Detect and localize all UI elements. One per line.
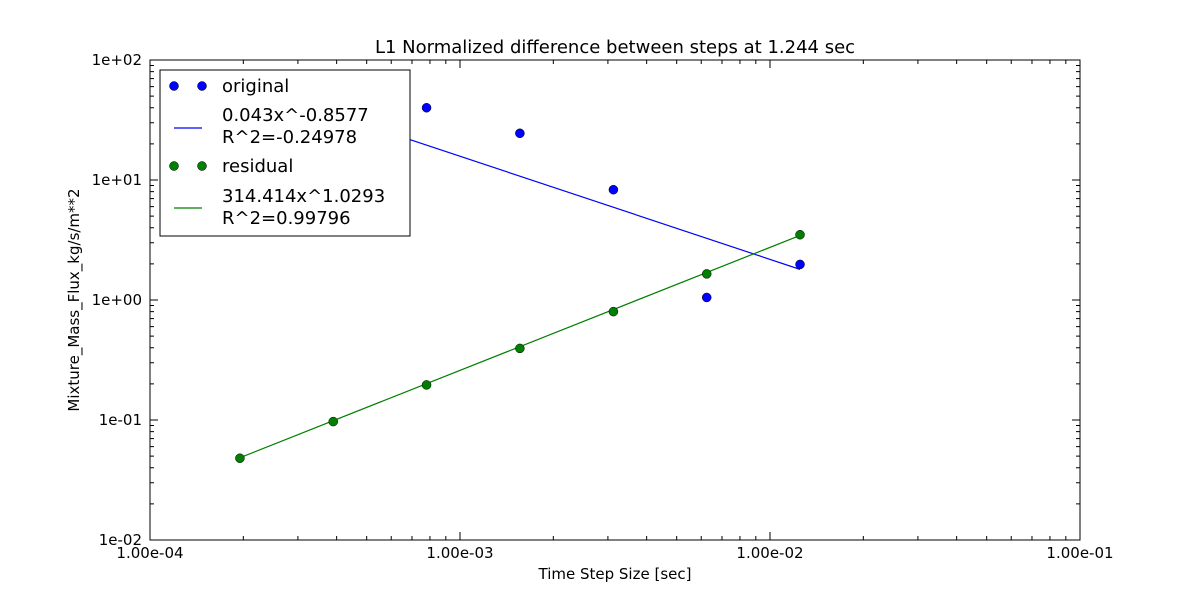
legend-residual-label: residual	[222, 156, 293, 177]
series-2-point	[701, 269, 712, 279]
series-0-point	[421, 103, 432, 113]
x-tick-label: 1.00e-01	[1046, 544, 1113, 562]
series-0-point	[515, 128, 525, 139]
y-axis-label: Mixture_Mass_Flux_kg/s/m**2	[65, 188, 84, 411]
legend: original 0.043x^-0.8577 R^2=-0.24978 res…	[159, 69, 411, 237]
x-tick-label: 1.00e-04	[116, 544, 183, 562]
legend-original-fit-r2: R^2=-0.24978	[222, 127, 357, 148]
legend-residual-fit-label: 314.414x^1.0293 R^2=0.99796	[222, 186, 391, 229]
y-tick-label: 1e+00	[92, 291, 142, 309]
y-tick-label: 1e-01	[99, 411, 142, 429]
legend-residual-fit-r2: R^2=0.99796	[222, 208, 351, 229]
series-2-point	[235, 453, 245, 463]
series-0-point	[701, 292, 712, 303]
series-2-point	[421, 380, 432, 390]
legend-original-fit-label: 0.043x^-0.8577 R^2=-0.24978	[222, 105, 374, 148]
legend-original-fit-equation: 0.043x^-0.8577	[222, 105, 369, 126]
legend-original-marker-right	[197, 81, 207, 91]
series-2-point	[328, 416, 338, 427]
y-axis-ticks: 1e-02 1e-01 1e+00 1e+01 1e+02	[92, 51, 1080, 549]
series-0-point	[608, 184, 619, 195]
series-2-point	[608, 306, 619, 317]
y-tick-label: 1e+01	[92, 171, 142, 189]
legend-residual-fit-equation: 314.414x^1.0293	[222, 186, 385, 207]
x-tick-label: 1.00e-02	[736, 544, 803, 562]
series-0-point	[795, 259, 805, 270]
x-tick-label: 1.00e-03	[426, 544, 493, 562]
chart-title: L1 Normalized difference between steps a…	[375, 37, 855, 58]
series-2-point	[795, 229, 805, 240]
y-tick-label: 1e+02	[92, 51, 142, 69]
x-axis-label: Time Step Size [sec]	[538, 565, 692, 583]
legend-residual-marker-left	[169, 161, 179, 171]
legend-residual-marker-right	[197, 161, 207, 171]
legend-original-marker-left	[169, 81, 179, 91]
series-2-point	[515, 343, 525, 354]
legend-original-label: original	[222, 76, 289, 97]
y-tick-label: 1e-02	[99, 531, 142, 549]
x-axis-ticks: 1.00e-04 1.00e-03 1.00e-02 1.00e-01	[116, 60, 1114, 562]
